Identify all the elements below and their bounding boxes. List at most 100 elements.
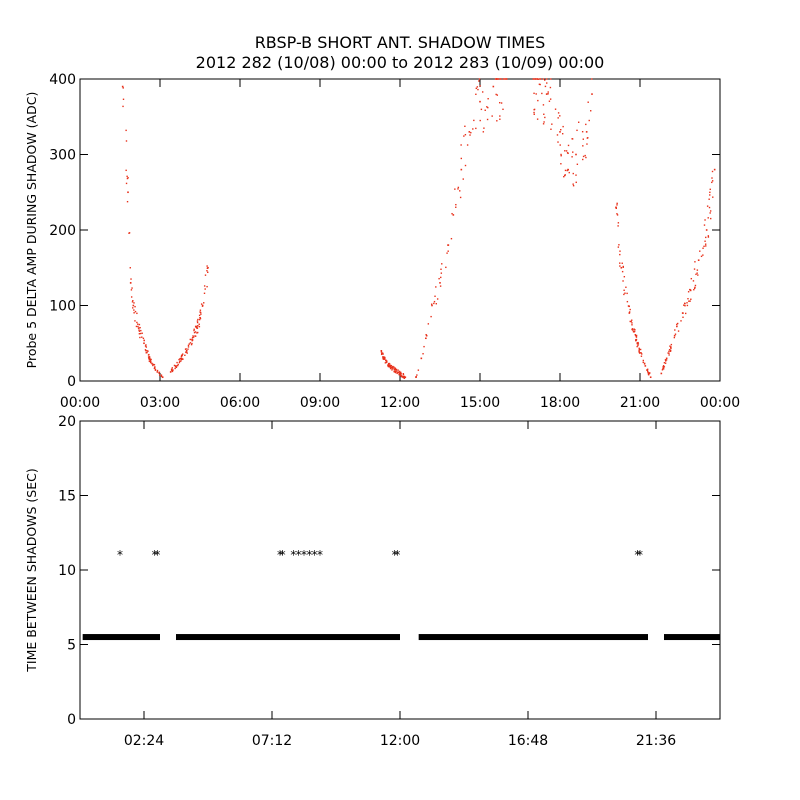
amplitude-point bbox=[427, 323, 430, 325]
amplitude-point bbox=[137, 323, 139, 325]
amplitude-point bbox=[707, 217, 709, 219]
amplitude-point bbox=[637, 343, 640, 345]
amplitude-point bbox=[635, 340, 637, 342]
amplitude-point bbox=[139, 332, 142, 335]
amplitude-point bbox=[178, 361, 181, 364]
amplitude-point bbox=[133, 302, 135, 304]
amplitude-point bbox=[436, 298, 439, 300]
amplitude-point bbox=[544, 85, 547, 88]
amplitude-point bbox=[187, 346, 190, 348]
amplitude-point bbox=[125, 140, 128, 142]
amplitude-point bbox=[134, 305, 136, 308]
amplitude-point bbox=[619, 253, 621, 256]
amplitude-point bbox=[662, 365, 665, 367]
amplitude-point bbox=[631, 322, 633, 324]
amplitude-point bbox=[204, 274, 207, 276]
amplitude-point bbox=[644, 365, 647, 367]
amplitude-point bbox=[146, 351, 148, 354]
amplitude-point bbox=[192, 336, 195, 338]
amplitude-point bbox=[688, 300, 690, 302]
amplitude-point bbox=[136, 312, 138, 315]
amplitude-point bbox=[680, 320, 682, 322]
amplitude-point bbox=[638, 349, 640, 352]
amplitude-point bbox=[475, 127, 477, 130]
amplitude-point bbox=[388, 364, 390, 367]
amplitude-point bbox=[138, 333, 141, 335]
amplitude-point bbox=[711, 180, 714, 182]
amplitude-point bbox=[709, 191, 711, 194]
amplitude-point bbox=[156, 371, 159, 373]
amplitude-point bbox=[693, 268, 696, 270]
amplitude-point bbox=[382, 356, 384, 358]
bottom-xtick-label: 07:12 bbox=[252, 733, 292, 749]
amplitude-point bbox=[138, 323, 141, 326]
amplitude-point bbox=[565, 150, 568, 152]
amplitude-point bbox=[638, 347, 640, 350]
chart-title-line2: 2012 282 (10/08) 00:00 to 2012 283 (10/0… bbox=[196, 53, 605, 72]
amplitude-point bbox=[547, 93, 549, 95]
amplitude-point bbox=[196, 320, 199, 322]
amplitude-point bbox=[440, 276, 442, 279]
amplitude-point bbox=[148, 353, 150, 356]
amplitude-point bbox=[145, 346, 148, 348]
amplitude-point bbox=[158, 374, 161, 376]
amplitude-point bbox=[709, 212, 711, 214]
top-xtick-label: 15:00 bbox=[460, 395, 500, 411]
amplitude-point bbox=[400, 373, 402, 375]
amplitude-point bbox=[626, 300, 629, 303]
amplitude-point bbox=[196, 332, 198, 334]
amplitude-point bbox=[503, 78, 505, 80]
amplitude-point bbox=[494, 78, 497, 80]
amplitude-point bbox=[622, 280, 624, 282]
amplitude-point bbox=[542, 104, 545, 106]
amplitude-point bbox=[206, 267, 209, 269]
amplitude-point bbox=[136, 321, 138, 324]
amplitude-point bbox=[482, 131, 485, 133]
amplitude-point bbox=[542, 123, 545, 125]
amplitude-point bbox=[636, 343, 639, 345]
amplitude-point bbox=[623, 276, 626, 278]
amplitude-point bbox=[455, 203, 457, 206]
amplitude-point bbox=[175, 366, 178, 369]
amplitude-point bbox=[129, 267, 131, 269]
amplitude-point bbox=[711, 170, 714, 173]
amplitude-point bbox=[400, 375, 403, 378]
amplitude-point bbox=[576, 163, 579, 165]
amplitude-point bbox=[132, 299, 134, 302]
amplitude-point bbox=[647, 372, 649, 374]
bottom-ytick-label: 15 bbox=[58, 489, 76, 505]
amplitude-point bbox=[435, 303, 437, 305]
amplitude-point bbox=[533, 111, 535, 114]
amplitude-point bbox=[708, 198, 710, 200]
amplitude-point bbox=[149, 361, 152, 364]
amplitude-point bbox=[635, 336, 638, 338]
amplitude-point bbox=[441, 263, 443, 265]
amplitude-point bbox=[462, 178, 464, 180]
amplitude-point bbox=[618, 244, 620, 246]
amplitude-point bbox=[122, 105, 124, 108]
amplitude-point bbox=[499, 118, 501, 120]
amplitude-point bbox=[199, 317, 202, 320]
amplitude-point bbox=[585, 123, 587, 126]
amplitude-point bbox=[207, 271, 209, 274]
amplitude-point bbox=[551, 123, 553, 125]
amplitude-point bbox=[627, 305, 630, 307]
amplitude-point bbox=[121, 85, 124, 88]
bottom-xtick-label: 02:24 bbox=[124, 733, 164, 749]
amplitude-point bbox=[386, 360, 388, 362]
amplitude-point bbox=[395, 370, 398, 372]
amplitude-point bbox=[496, 120, 498, 122]
amplitude-point bbox=[387, 365, 389, 367]
amplitude-point bbox=[160, 375, 163, 378]
shadow-interval-point: * bbox=[296, 548, 302, 562]
amplitude-point bbox=[496, 94, 499, 96]
amplitude-point bbox=[639, 348, 642, 351]
amplitude-point bbox=[132, 307, 134, 309]
shadow-interval-point: * bbox=[317, 548, 323, 562]
amplitude-point bbox=[466, 144, 469, 146]
amplitude-point bbox=[206, 265, 208, 267]
amplitude-point bbox=[709, 210, 712, 212]
amplitude-point bbox=[469, 134, 471, 136]
amplitude-point bbox=[560, 155, 562, 157]
